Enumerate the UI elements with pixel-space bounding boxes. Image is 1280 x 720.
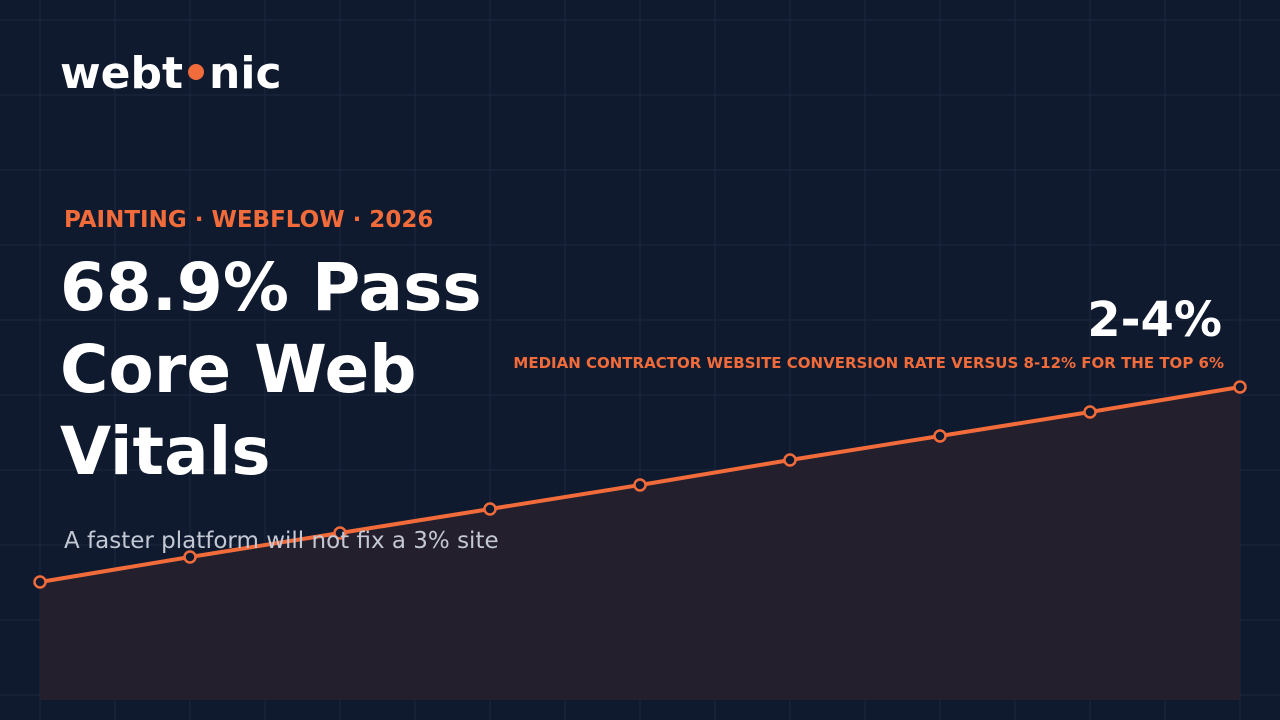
title-line: Vitals: [60, 413, 271, 490]
points: [33, 380, 1247, 589]
point: [183, 550, 197, 564]
point: [33, 575, 47, 589]
point: [933, 429, 947, 443]
stat-value: 2-4%: [1087, 292, 1222, 348]
area: [40, 387, 1240, 700]
point: [633, 478, 647, 492]
stat-caption: MEDIAN CONTRACTOR WEBSITE CONVERSION RAT…: [513, 354, 1224, 372]
point: [1233, 380, 1247, 394]
logo: webt nic: [60, 48, 282, 99]
subtitle: A faster platform will not fix a 3% site: [64, 528, 499, 554]
eyebrow: PAINTING · WEBFLOW · 2026: [64, 207, 433, 233]
logo-right: nic: [209, 48, 282, 99]
point: [483, 502, 497, 516]
logo-left: webt: [60, 48, 183, 99]
title-line: 68.9% Pass: [60, 249, 482, 326]
point: [333, 526, 347, 540]
logo-dot: [188, 64, 205, 80]
point: [1083, 405, 1097, 419]
title-line: Core Web: [60, 331, 417, 408]
point: [783, 453, 797, 467]
